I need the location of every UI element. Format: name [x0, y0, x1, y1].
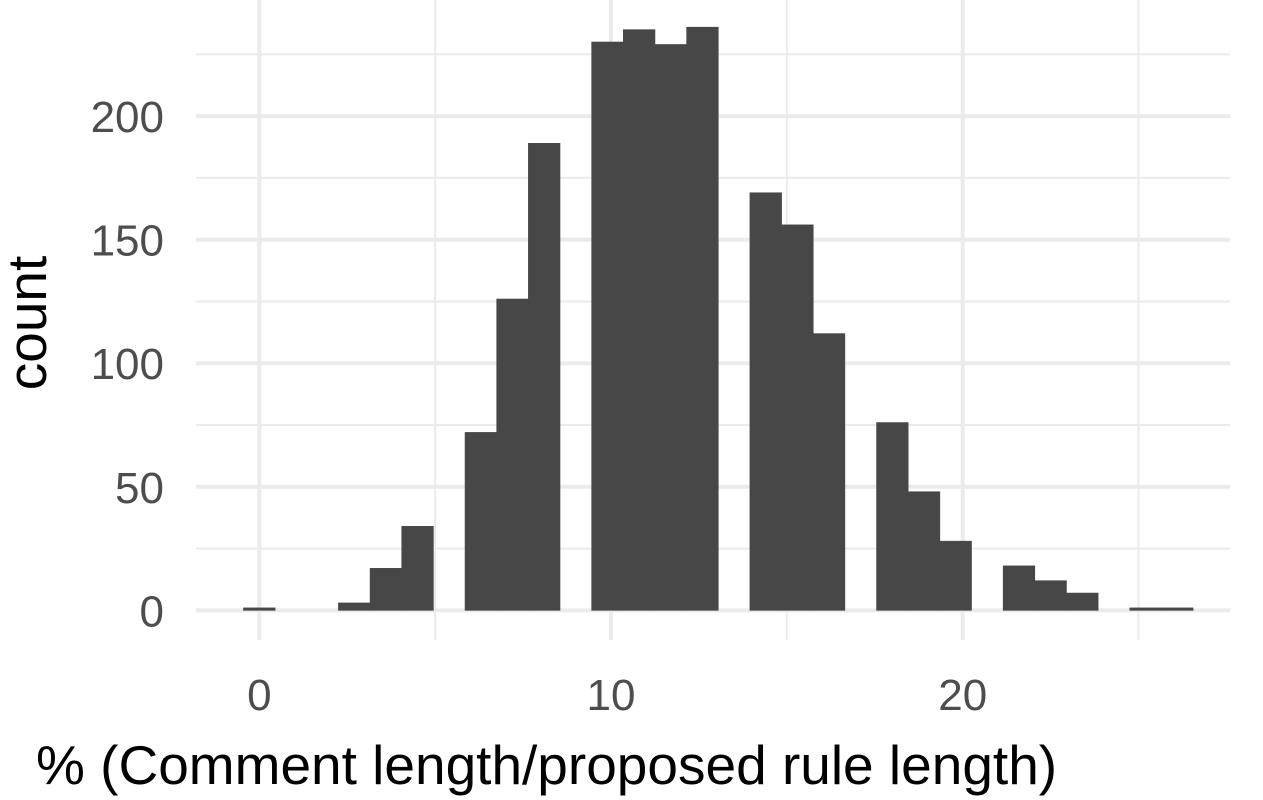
x-tick-label: 20 [938, 671, 987, 720]
y-tick-label: 200 [91, 93, 164, 142]
y-tick-label: 100 [91, 340, 164, 389]
histogram-bar [781, 224, 814, 611]
histogram-bar [369, 568, 403, 611]
histogram-bar [749, 192, 782, 611]
histogram-bar [243, 607, 276, 611]
y-axis-ticks: 0 50 100 150 200 [91, 93, 164, 636]
histogram-bar [907, 491, 941, 611]
y-tick-label: 150 [91, 217, 164, 266]
histogram-bar [686, 26, 719, 611]
histogram-bar [876, 422, 909, 611]
histogram-bar [812, 333, 846, 611]
histogram-bar [1129, 607, 1162, 611]
x-axis-ticks: 0 10 20 [247, 671, 987, 720]
y-tick-label: 50 [115, 464, 164, 513]
y-tick-label: 0 [140, 587, 164, 636]
histogram-bar [338, 602, 371, 611]
histogram-bar [623, 29, 656, 611]
histogram-bar [591, 41, 624, 611]
histogram-bar [654, 44, 687, 611]
histogram-bar [939, 540, 972, 611]
y-axis-title: count [0, 256, 58, 391]
x-tick-label: 10 [587, 671, 636, 720]
histogram-bar [1066, 592, 1099, 611]
histogram-bar [1034, 580, 1067, 611]
histogram-bar [464, 432, 498, 611]
histogram-bar [401, 526, 434, 611]
x-tick-label: 0 [247, 671, 271, 720]
histogram-bar [496, 298, 529, 611]
histogram-bar [1002, 565, 1036, 611]
histogram-bars [243, 26, 1194, 611]
x-axis-title: % (Comment length/proposed rule length) [36, 734, 1057, 796]
histogram-bar [528, 143, 561, 611]
histogram-bar [1161, 607, 1194, 611]
